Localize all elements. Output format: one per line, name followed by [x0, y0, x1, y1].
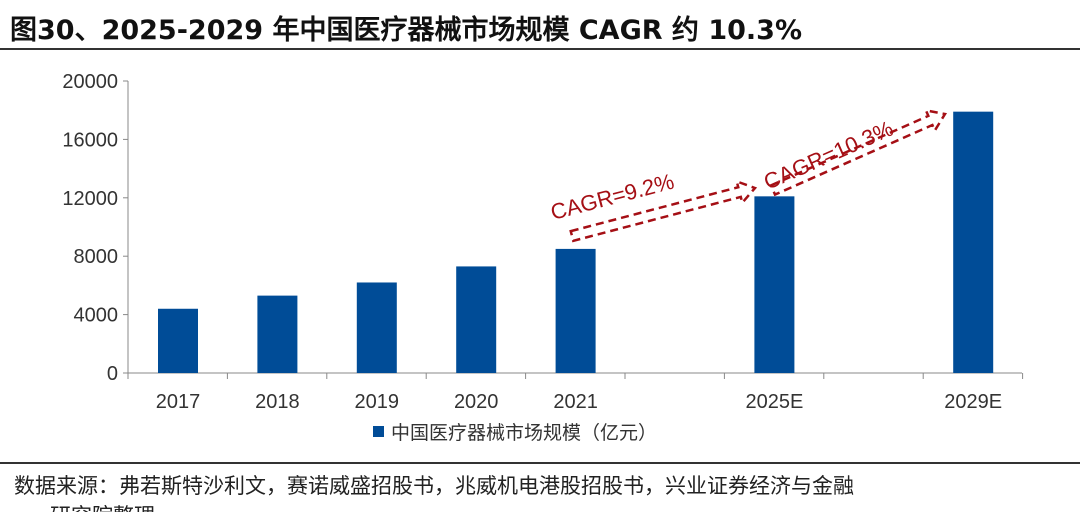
- y-tick-label: 8000: [74, 246, 119, 268]
- cagr-label-1: CAGR=9.2%: [548, 169, 677, 225]
- arrow-shape: [569, 179, 758, 243]
- y-tick-label: 0: [107, 363, 118, 385]
- cagr-arrow-2: [769, 108, 948, 197]
- bar-2019: [356, 282, 397, 373]
- bar-2017: [158, 308, 198, 373]
- source-note: 数据来源：弗若斯特沙利文，赛诺威盛招股书，兆威机电港股招股书，兴业证券经济与金融: [14, 474, 854, 498]
- y-tick-label: 12000: [62, 188, 118, 210]
- x-tick-label: 2018: [255, 391, 300, 413]
- bar-2029E: [953, 111, 994, 373]
- x-tick-label: 2020: [454, 391, 499, 413]
- source-divider: [0, 462, 1080, 464]
- x-tick-label: 2017: [156, 391, 201, 413]
- x-tick-label: 2025E: [745, 391, 803, 413]
- x-tick-label: 2019: [355, 391, 400, 413]
- bar-2025E: [754, 196, 795, 373]
- x-tick-label: 2029E: [944, 391, 1002, 413]
- x-tick-label: 2021: [553, 391, 598, 413]
- y-tick-label: 20000: [62, 71, 118, 93]
- bar-2020: [456, 266, 497, 373]
- cagr-arrow-1: [569, 179, 758, 243]
- bar-2021: [555, 248, 596, 373]
- legend-swatch: [373, 426, 384, 437]
- figure-title: 图30、2025-2029 年中国医疗器械市场规模 CAGR 约 10.3%: [10, 15, 803, 46]
- title-divider: [0, 48, 1080, 50]
- bar-2018: [257, 295, 298, 373]
- source-note-line2: 研究院整理: [50, 500, 155, 512]
- legend-label: 中国医疗器械市场规模（亿元）: [391, 422, 657, 444]
- arrow-shape: [769, 108, 948, 197]
- y-tick-label: 16000: [62, 129, 118, 151]
- cagr-label-2: CAGR=10.3%: [760, 116, 897, 195]
- y-tick-label: 4000: [74, 305, 119, 327]
